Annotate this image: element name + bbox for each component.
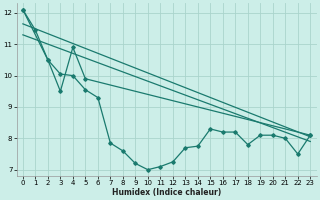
X-axis label: Humidex (Indice chaleur): Humidex (Indice chaleur) bbox=[112, 188, 221, 197]
